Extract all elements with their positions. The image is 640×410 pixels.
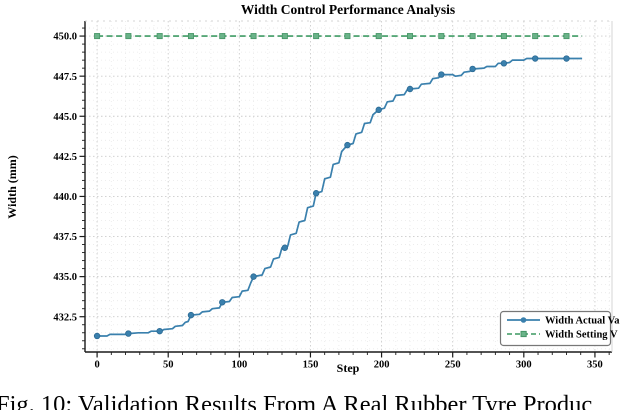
width-setting-marker <box>250 33 257 40</box>
width-actual-marker <box>469 65 476 73</box>
y-tick-label: 442.5 <box>53 152 77 163</box>
width-setting-marker <box>532 33 539 40</box>
width-actual-marker <box>187 311 195 319</box>
y-tick-label: 440.0 <box>53 192 77 203</box>
y-tick-label: 445.0 <box>53 112 77 123</box>
figure-caption: Fig. 10: Validation Results From A Real … <box>0 391 593 410</box>
width-setting-marker <box>563 33 570 40</box>
series-width-setting <box>94 33 583 40</box>
width-actual-marker <box>531 55 539 62</box>
width-actual-marker <box>93 332 101 340</box>
width-actual-marker <box>563 55 570 62</box>
y-tick-label: 447.5 <box>53 72 77 83</box>
width-setting-marker <box>187 33 194 40</box>
y-tick-label: 432.5 <box>53 312 77 323</box>
x-tick-label: 200 <box>374 360 390 371</box>
x-tick-label: 300 <box>516 360 532 371</box>
width-actual-marker <box>438 71 445 78</box>
width-actual-marker <box>125 330 132 337</box>
width-setting-marker <box>125 33 132 40</box>
width-actual-marker <box>500 60 508 67</box>
width-setting-marker <box>94 33 101 40</box>
width-actual-marker <box>219 299 226 306</box>
grid-minor-lines <box>85 21 612 352</box>
width-actual-marker <box>375 106 382 114</box>
width-setting-marker <box>500 33 507 40</box>
x-tick-label: 150 <box>303 360 319 371</box>
width-actual-marker <box>344 141 351 149</box>
legend-marker-square-icon <box>520 330 527 338</box>
legend-label-width-setting: Width Setting V <box>545 330 618 341</box>
width-actual-marker <box>281 244 289 251</box>
x-tick-label: 0 <box>94 360 99 371</box>
y-tick-label: 450.0 <box>53 32 77 43</box>
width-setting-marker <box>156 33 163 40</box>
legend: Width Actual Va Width Setting V <box>499 310 620 347</box>
legend-label-width-actual: Width Actual Va <box>545 316 620 327</box>
width-setting-marker <box>375 33 382 40</box>
x-axis-label: Step <box>337 361 360 375</box>
legend-marker-circle-icon <box>520 317 527 323</box>
x-tick-label: 250 <box>445 360 461 371</box>
width-actual-marker <box>156 327 163 335</box>
width-actual-marker <box>250 273 257 280</box>
width-setting-marker <box>469 33 476 40</box>
width-setting-marker <box>438 33 445 40</box>
x-tick-label: 350 <box>587 360 603 371</box>
width-setting-marker <box>219 33 226 40</box>
chart-canvas: 0 50 100 150 200 250 300 350 432.5 435.0 437.5 440.… <box>5 2 620 375</box>
width-actual-marker <box>406 85 414 93</box>
chart-title: Width Control Performance Analysis <box>241 2 455 17</box>
width-setting-marker <box>313 33 320 40</box>
axis-tick-labels: 0 50 100 150 200 250 300 350 432.5 435.0 437.5 440.… <box>53 32 602 371</box>
width-setting-marker <box>407 33 414 40</box>
width-setting-marker <box>344 33 351 40</box>
width-setting-marker <box>281 33 288 40</box>
width-actual-marker <box>312 190 320 197</box>
y-tick-label: 437.5 <box>53 232 77 243</box>
grid-major-lines <box>85 21 612 352</box>
y-tick-label: 435.0 <box>53 272 77 283</box>
y-axis-label: Width (mm) <box>5 155 19 218</box>
axes-spines <box>84 20 613 353</box>
axis-ticks <box>79 27 610 358</box>
x-tick-label: 100 <box>231 360 247 371</box>
x-tick-label: 50 <box>163 360 174 371</box>
series-width-actual <box>93 55 583 340</box>
